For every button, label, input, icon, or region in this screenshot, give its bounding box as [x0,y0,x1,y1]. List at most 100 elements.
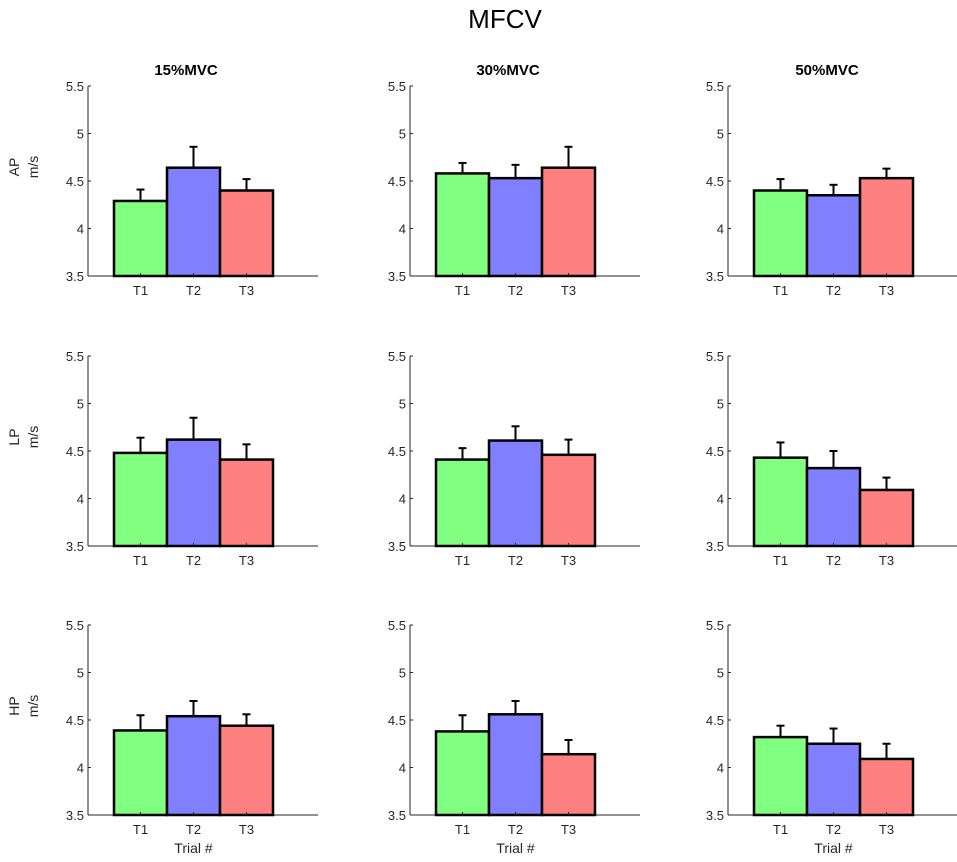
bar-t3 [540,752,597,817]
x-tick-label-t1: T1 [773,822,788,837]
x-tick-label-t1: T1 [455,553,470,568]
bar-t1 [112,451,169,548]
column-title-50mvc: 50%MVC [795,62,859,79]
x-tick-label-t2: T2 [508,283,523,298]
y-tick-label: 3.5 [388,539,406,554]
y-tick-label: 5.5 [388,618,406,633]
column-title-30mvc: 30%MVC [476,62,540,79]
y-tick-label: 5.5 [66,349,84,364]
bar-t1 [434,730,491,817]
bar-t3 [858,488,915,548]
y-tick-label: 3.5 [706,539,724,554]
y-tick-label: 4 [717,492,724,507]
y-tick-label: 4.5 [706,713,724,728]
panel-ap-30mvc: 3.5 4 4.5 5 5.5 T1 T2 T3 [388,79,640,298]
y-tick-label: 3.5 [388,808,406,823]
bar-t3 [218,189,275,278]
x-tick-label-t1: T1 [133,822,148,837]
row-label-lp: LP [6,428,22,445]
y-tick-label: 5 [77,666,84,681]
y-tick-label: 4.5 [706,174,724,189]
panel-hp-50mvc: 3.5 4 4.5 5 5.5 T1 T2 T3 Trial # [706,618,957,856]
y-tick-label: 4 [399,492,406,507]
y-tick-label: 3.5 [66,808,84,823]
y-tick-label: 5 [399,666,406,681]
y-axis-unit-label: m/s [25,695,41,718]
x-axis-label: Trial # [174,840,213,856]
bar-t2 [487,439,544,548]
bar-t2 [805,742,862,817]
x-tick-label-t3: T3 [239,283,254,298]
y-tick-label: 5.5 [388,79,406,94]
bar-t1 [112,199,169,278]
y-axis-unit-label: m/s [25,426,41,449]
x-tick-label-t1: T1 [455,822,470,837]
x-tick-label-t2: T2 [508,553,523,568]
x-tick-label-t1: T1 [773,283,788,298]
figure-title: MFCV [468,4,542,34]
y-tick-label: 3.5 [66,539,84,554]
bar-t3 [218,458,275,548]
x-tick-label-t3: T3 [879,822,894,837]
y-tick-label: 5 [717,397,724,412]
y-tick-label: 4 [77,222,84,237]
x-tick-label-t3: T3 [879,553,894,568]
bar-t1 [752,189,809,278]
x-axis-label: Trial # [814,840,853,856]
column-title-15mvc: 15%MVC [154,62,218,79]
y-tick-label: 5.5 [66,618,84,633]
bar-t3 [218,724,275,817]
x-tick-label-t2: T2 [186,283,201,298]
y-tick-label: 5.5 [706,349,724,364]
y-tick-label: 4 [717,222,724,237]
y-tick-label: 5 [77,397,84,412]
panel-lp-50mvc: 3.5 4 4.5 5 5.5 T1 T2 T3 [706,349,957,568]
x-tick-label-t2: T2 [186,553,201,568]
bar-t1 [752,735,809,817]
bar-t3 [540,453,597,548]
y-tick-label: 4 [77,761,84,776]
bar-t1 [112,729,169,817]
y-tick-label: 4 [399,222,406,237]
y-tick-label: 5.5 [66,79,84,94]
bar-t2 [165,438,222,548]
x-tick-label-t2: T2 [186,822,201,837]
y-tick-label: 4.5 [388,174,406,189]
y-tick-label: 3.5 [706,808,724,823]
panel-ap-15mvc: 3.5 4 4.5 5 5.5 T1 T2 T3 AP m/s [6,79,318,298]
x-axis-label: Trial # [496,840,535,856]
bar-t1 [434,172,491,278]
y-tick-label: 5.5 [706,618,724,633]
bar-t2 [165,166,222,278]
y-tick-label: 5 [717,127,724,142]
y-tick-label: 4 [399,761,406,776]
x-tick-label-t3: T3 [561,283,576,298]
y-tick-label: 5 [399,127,406,142]
y-tick-label: 3.5 [388,269,406,284]
y-tick-label: 4.5 [66,444,84,459]
x-tick-label-t2: T2 [826,822,841,837]
x-tick-label-t3: T3 [561,553,576,568]
y-tick-label: 5.5 [706,79,724,94]
x-tick-label-t1: T1 [773,553,788,568]
bar-t3 [858,757,915,817]
panel-hp-15mvc: 3.5 4 4.5 5 5.5 T1 T2 T3 HP m/s Trial # [6,618,318,856]
bar-t3 [540,166,597,278]
x-tick-label-t1: T1 [133,283,148,298]
row-label-hp: HP [6,696,22,715]
bar-t2 [805,194,862,278]
y-tick-label: 5 [399,397,406,412]
x-tick-label-t1: T1 [133,553,148,568]
y-tick-label: 4 [717,761,724,776]
bar-t2 [487,176,544,278]
bar-t3 [858,176,915,278]
bar-t1 [434,458,491,548]
y-tick-label: 5.5 [388,349,406,364]
y-tick-label: 5 [77,127,84,142]
y-axis-unit-label: m/s [25,156,41,179]
y-tick-label: 4.5 [706,444,724,459]
x-tick-label-t2: T2 [826,553,841,568]
x-tick-label-t3: T3 [239,553,254,568]
